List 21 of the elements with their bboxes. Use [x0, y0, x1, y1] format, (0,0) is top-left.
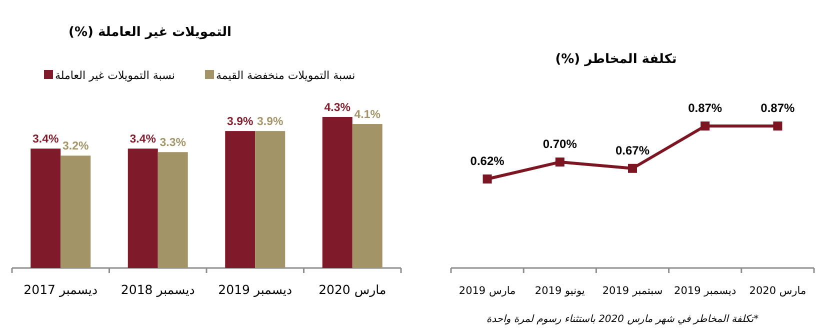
point	[482, 174, 492, 184]
point	[773, 122, 782, 130]
data-label: 3.9%	[257, 116, 284, 128]
data-label: 0.67%	[615, 143, 650, 158]
data-label: 4.3%	[324, 102, 350, 114]
data-label: 4.1%	[354, 109, 380, 122]
data-label: 3.3%	[160, 137, 186, 150]
data-label: 3.2%	[62, 140, 89, 153]
annotation: *تكلفة المخاطر في شهر مارس 2020 باستثناء رسوم لمرة واحدة	[486, 314, 759, 325]
data-label: 0.62%	[470, 154, 505, 168]
data-label: 3.4%	[32, 134, 59, 146]
point	[555, 158, 564, 167]
data-label: 0.70%	[542, 137, 578, 152]
point	[628, 164, 637, 173]
point	[700, 122, 710, 130]
data-label: 0.87%	[760, 101, 796, 115]
title: تكلفة المخاطر (%)	[555, 52, 677, 67]
data-label: 0.87%	[688, 101, 722, 115]
data-label: 3.4%	[130, 134, 156, 146]
data-label: 3.9%	[227, 116, 254, 128]
title: التمويلات غير العاملة (%)	[68, 25, 232, 40]
